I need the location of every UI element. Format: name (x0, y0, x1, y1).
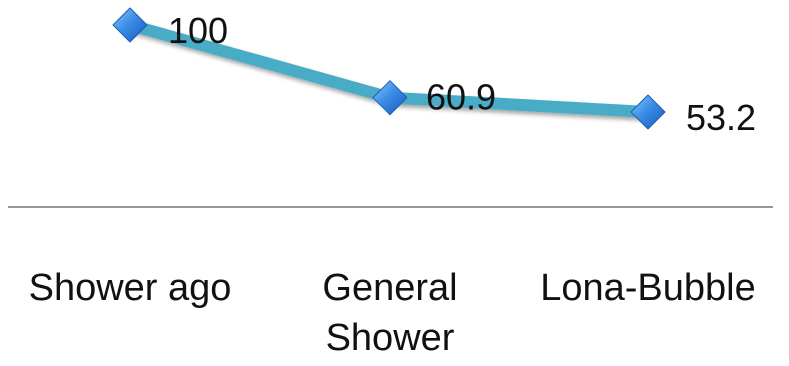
data-label: 53.2 (686, 97, 756, 138)
x-tick-label: Shower ago (29, 267, 232, 309)
data-point-diamond-icon (112, 7, 148, 43)
data-label: 60.9 (426, 77, 496, 118)
data-point-diamond-icon (372, 79, 408, 116)
data-point-diamond-icon (630, 94, 666, 130)
x-tick-label: Lona-Bubble (540, 267, 756, 309)
data-label: 100 (168, 10, 228, 51)
x-tick-label: General Shower (322, 267, 457, 359)
